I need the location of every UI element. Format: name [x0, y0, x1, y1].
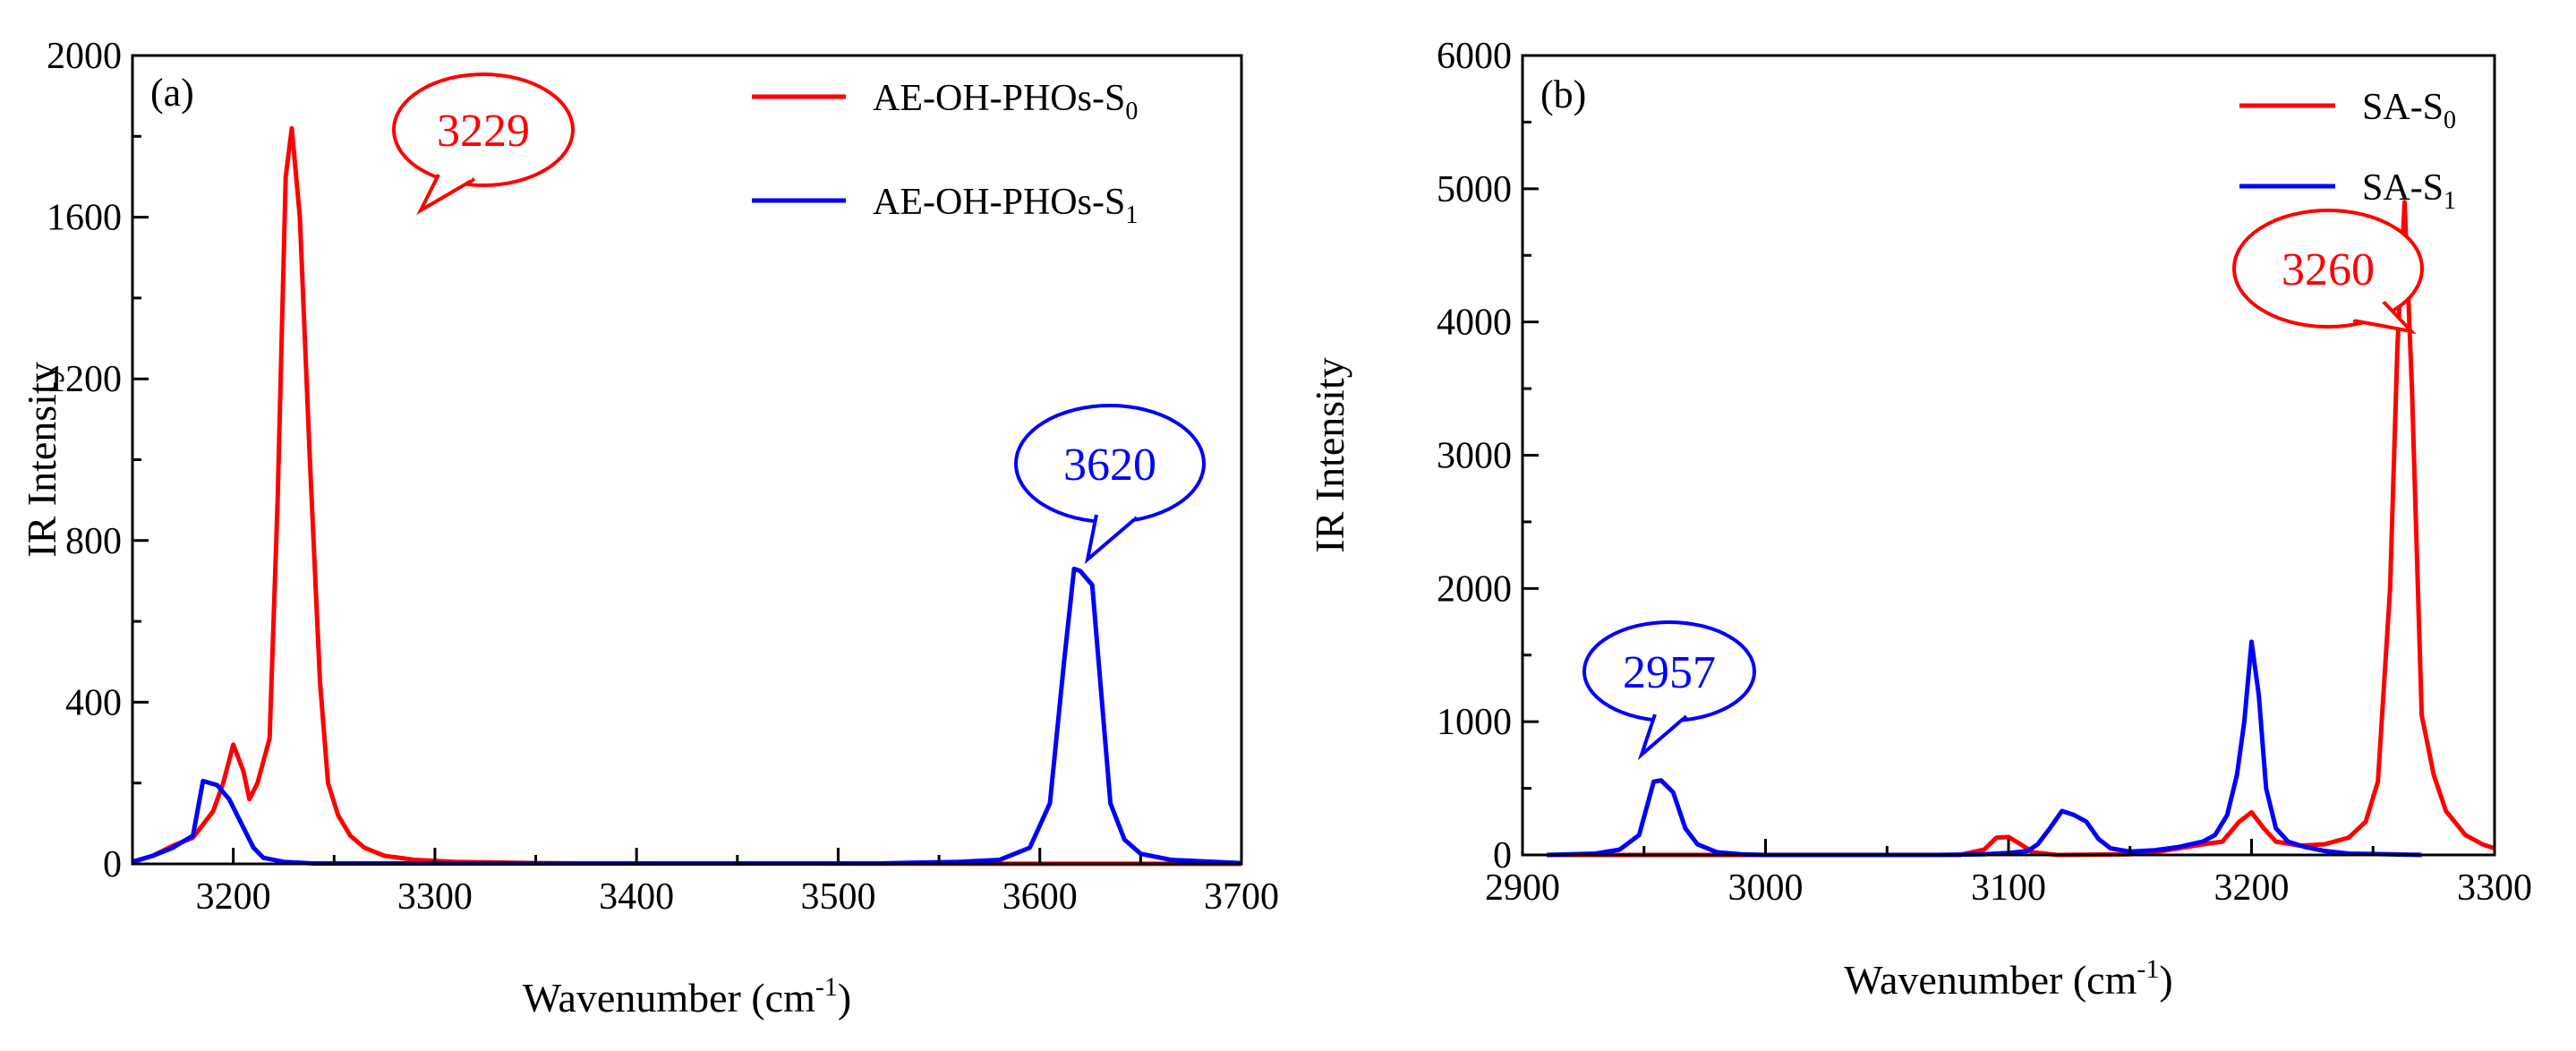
x-axis-label: Wavenumber (cm-1) — [1844, 954, 2172, 1003]
panel-label: (a) — [150, 71, 194, 115]
y-tick-label: 3000 — [1437, 436, 1512, 477]
y-tick-label: 1200 — [47, 359, 122, 400]
y-axis-label: IR Intensity — [1307, 357, 1352, 552]
callout-bubble — [392, 73, 575, 187]
ir-spectrum-chart-a: 3200 3300 3400 3500 3600 3700 0 400 800 1200 1600 2… — [19, 36, 1279, 1021]
x-tick-label: 3700 — [1204, 876, 1279, 918]
y-tick-label: 6000 — [1437, 36, 1512, 77]
legend-label: AE-OH-PHOs-S1 — [873, 182, 1138, 229]
x-axis-label: Wavenumber (cm-1) — [523, 972, 851, 1021]
callout-tail-mask — [2349, 295, 2386, 321]
callout-tail-mask — [1657, 710, 1685, 717]
y-tick-label: 5000 — [1437, 169, 1512, 210]
x-tick-label: 3500 — [800, 876, 875, 918]
panel-label: (b) — [1540, 73, 1586, 116]
callout-label: 3620 — [1063, 440, 1156, 491]
callout-bubble — [2232, 209, 2424, 329]
callout-label: 3229 — [437, 106, 530, 157]
series-line-sa-s0 — [1547, 200, 2495, 858]
x-tick-label: 3600 — [1002, 876, 1078, 918]
callout-tail-mask — [440, 170, 473, 180]
peak-callout: 3229 — [392, 73, 575, 216]
chart-panel-a: 3200 3300 3400 3500 3600 3700 0 400 800 1200 1600 2… — [19, 36, 1279, 1021]
y-axis-label: IR Intensity — [19, 362, 64, 557]
peak-callout: 3260 — [2232, 209, 2424, 335]
callout-label: 3260 — [2282, 244, 2375, 295]
y-tick-label: 2000 — [47, 36, 122, 77]
plot-frame — [1521, 54, 2496, 857]
x-tick-label: 3100 — [1971, 867, 2046, 909]
callout-tail-mask — [1098, 510, 1135, 518]
x-tick-label: 3200 — [196, 876, 271, 918]
legend-label: SA-S0 — [2362, 87, 2456, 134]
y-tick-label: 0 — [103, 844, 122, 885]
x-tick-label: 3300 — [2457, 867, 2532, 909]
callout-tail — [416, 174, 476, 216]
ir-spectrum-chart-b: 2900 3000 3100 3200 3300 0 1000 2000 3000 4000 500… — [1307, 36, 2532, 1003]
legend-label: AE-OH-PHOs-S0 — [873, 78, 1138, 125]
callout-tail — [2352, 298, 2417, 335]
y-tick-label: 1600 — [47, 198, 122, 239]
chart-panel-b: 2900 3000 3100 3200 3300 0 1000 2000 3000 4000 500… — [1288, 0, 2576, 1051]
callout-label: 2957 — [1623, 647, 1716, 698]
callout-tail — [1084, 514, 1139, 565]
peak-callout: 2957 — [1582, 620, 1756, 761]
legend-label: SA-S1 — [2362, 167, 2456, 215]
y-tick-label: 4000 — [1437, 303, 1512, 344]
series-line-sa-s1 — [1547, 639, 2422, 858]
callout-tail — [1637, 713, 1688, 761]
y-tick-label: 1000 — [1437, 702, 1512, 743]
y-tick-label: 2000 — [1437, 568, 1512, 610]
x-tick-label: 3200 — [2214, 867, 2290, 909]
peak-callout: 3620 — [1014, 404, 1206, 565]
x-tick-label: 3000 — [1728, 867, 1804, 909]
series-line-ae-oh-phos-s0 — [132, 125, 1242, 867]
y-tick-label: 400 — [65, 682, 122, 723]
y-tick-label: 0 — [1493, 835, 1512, 876]
y-tick-label: 800 — [65, 521, 122, 562]
series-line-ae-oh-phos-s1 — [132, 566, 1242, 866]
x-tick-label: 3400 — [599, 876, 674, 918]
x-tick-label: 3300 — [397, 876, 473, 918]
x-tick-label: 2900 — [1485, 867, 1560, 909]
